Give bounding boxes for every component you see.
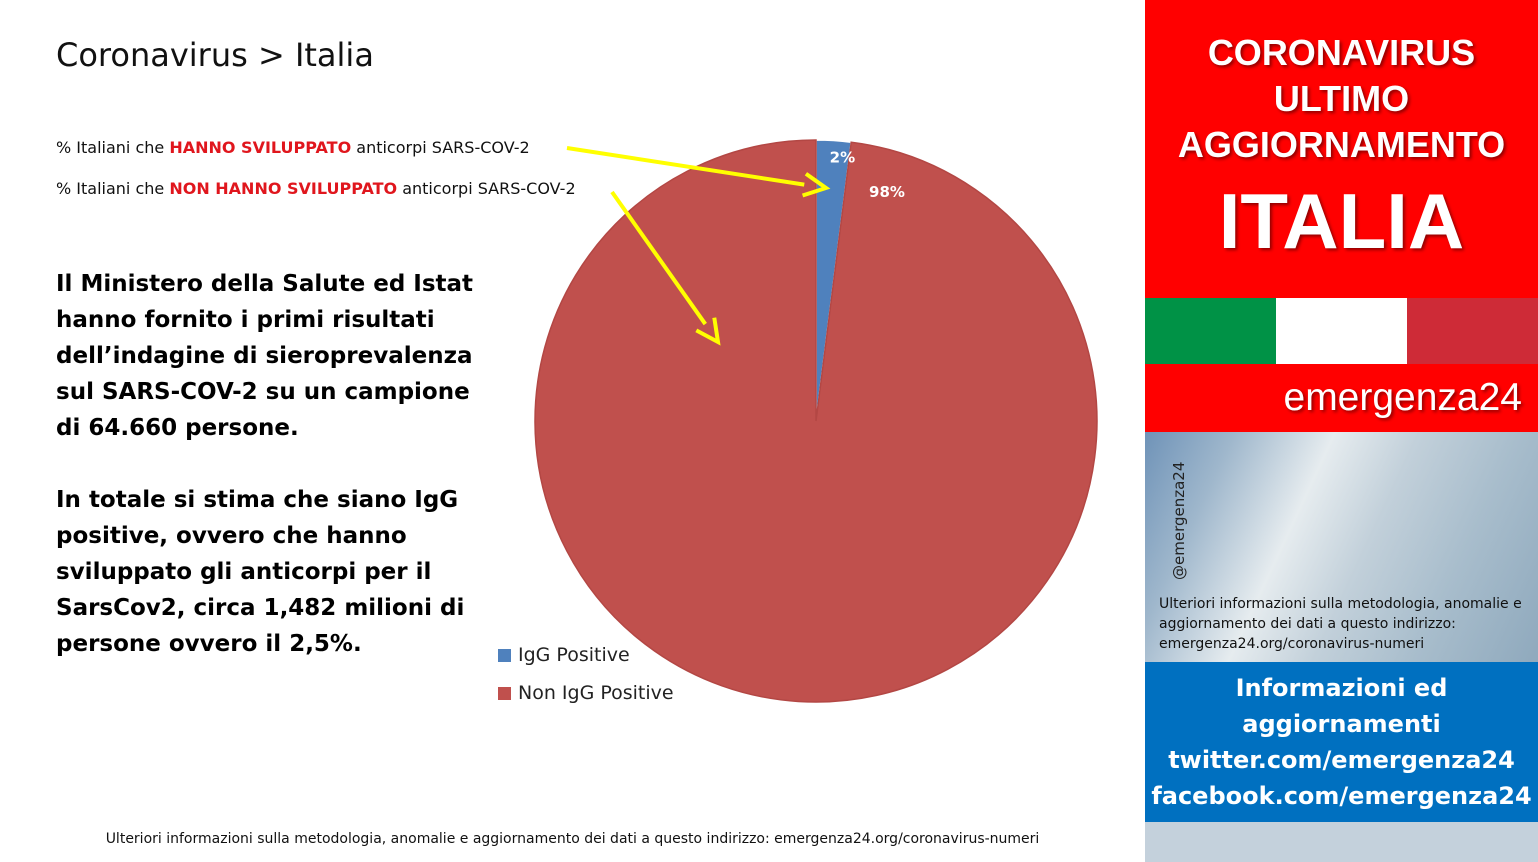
brand-band [1145, 364, 1538, 432]
twitter-link[interactable]: twitter.com/emergenza24 [1168, 746, 1515, 774]
callout-not-developed-suffix: anticorpi SARS-COV-2 [397, 179, 576, 198]
facebook-link[interactable]: facebook.com/emergenza24 [1151, 782, 1532, 810]
data-label-igg-positive: 2% [830, 149, 855, 167]
sidebar-headline-1: CORONAVIRUS [1207, 32, 1476, 73]
legend-item-non-igg-positive: Non IgG Positive [498, 674, 674, 712]
callout-not-developed-highlight: NON HANNO SVILUPPATO [169, 179, 398, 198]
contact-panel [1145, 662, 1538, 822]
data-label-non-igg-positive: 98% [869, 183, 905, 201]
legend-swatch-igg-positive [498, 648, 511, 662]
callout-arrows [566, 146, 831, 346]
pie-slice-non-igg-positive [534, 139, 1098, 703]
sidebar: CORONAVIRUS ULTIMO AGGIORNAMENTO ITALIA … [1145, 0, 1538, 862]
arrow-to-igg-slice [566, 146, 831, 198]
sidebar-headline-3: AGGIORNAMENTO [1177, 124, 1506, 165]
sidebar-bottom-strip [1145, 822, 1538, 862]
flag-green-stripe [1145, 298, 1276, 364]
page-title: Coronavirus > Italia [56, 36, 374, 74]
legend-label-non-igg-positive: Non IgG Positive [518, 682, 674, 704]
flag-red-stripe [1407, 298, 1538, 364]
contact-text: Informazioni ed aggiornamenti twitter.co… [1145, 670, 1538, 814]
flag-white-stripe [1276, 298, 1407, 364]
callout-not-developed: % Italiani che NON HANNO SVILUPPATO anti… [56, 179, 576, 198]
contact-line-1: Informazioni ed [1235, 674, 1448, 702]
callout-developed-prefix: % Italiani che [56, 138, 170, 157]
legend-label-igg-positive: IgG Positive [518, 644, 630, 666]
sidebar-header-panel [1145, 0, 1538, 298]
sidebar-headline-2: ULTIMO [1273, 78, 1410, 119]
callout-developed-suffix: anticorpi SARS-COV-2 [351, 138, 530, 157]
pie-slices [534, 139, 1098, 703]
main-slide: Coronavirus > Italia % Italiani che HANN… [56, 36, 1098, 847]
legend-swatch-non-igg-positive [498, 686, 511, 700]
callout-not-developed-prefix: % Italiani che [56, 179, 170, 198]
arrow-to-non-igg-slice [610, 190, 721, 346]
callout-developed-highlight: HANNO SVILUPPATO [169, 138, 352, 157]
pie-data-labels: 2% 98% [830, 149, 905, 201]
background-photo [1145, 432, 1538, 662]
body-paragraph-1: Il Ministero della Salute ed Istat hanno… [56, 271, 474, 441]
chart-legend: IgG Positive Non IgG Positive [498, 636, 674, 712]
legend-item-igg-positive: IgG Positive [498, 636, 674, 674]
sidebar-info-note: Ulteriori informazioni sulla metodologia… [1159, 596, 1522, 652]
social-handle: @emergenza24 [1170, 461, 1188, 580]
brand-name: emergenza24 [1283, 376, 1523, 419]
callout-developed: % Italiani che HANNO SVILUPPATO anticorp… [56, 138, 530, 157]
body-paragraph-2: In totale si stima che siano IgG positiv… [56, 487, 465, 657]
contact-line-2: aggiornamenti [1242, 710, 1441, 738]
sidebar-country: ITALIA [1218, 177, 1465, 265]
footer-note: Ulteriori informazioni sulla metodologia… [105, 831, 1040, 847]
italian-flag [1145, 298, 1538, 364]
pie-chart: 2% 98% [534, 139, 1098, 703]
